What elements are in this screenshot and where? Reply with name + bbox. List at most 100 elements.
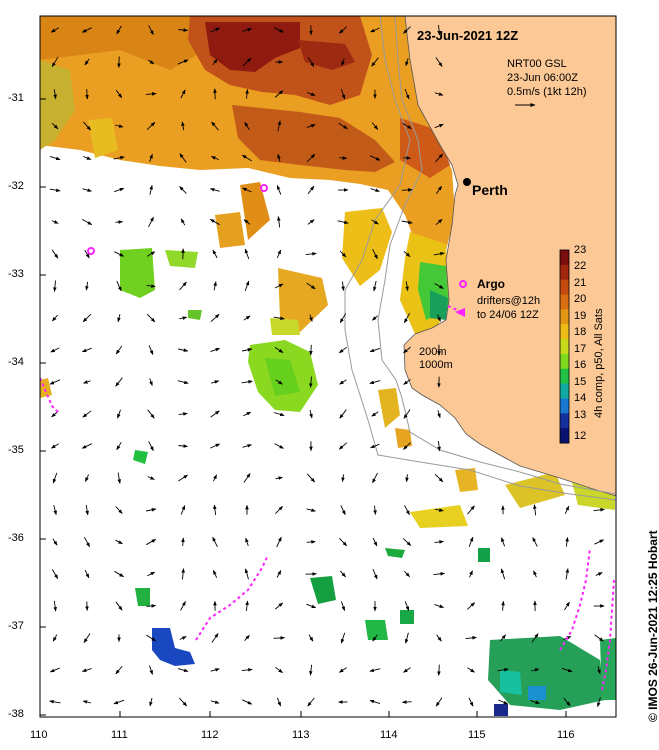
current-arrow: [244, 121, 250, 130]
current-arrow: [51, 220, 59, 224]
current-arrow: [241, 154, 252, 162]
current-arrow: [245, 89, 249, 99]
current-arrow: [532, 536, 538, 547]
current-arrow: [52, 538, 58, 546]
current-arrow: [212, 249, 218, 259]
current-arrow: [372, 248, 378, 260]
current-arrow: [371, 122, 379, 130]
current-arrow: [84, 536, 90, 548]
lon-tick-label: 116: [557, 729, 575, 741]
current-arrow: [339, 313, 347, 324]
current-arrow: [371, 219, 379, 225]
colorbar-segment: [560, 250, 569, 266]
current-arrow: [212, 58, 218, 66]
current-arrow: [498, 699, 509, 705]
current-arrow: [115, 220, 124, 224]
current-arrow: [146, 121, 156, 131]
current-arrow: [146, 634, 157, 642]
current-arrow: [212, 474, 218, 482]
current-arrow: [178, 444, 188, 448]
current-arrow: [116, 280, 122, 292]
current-arrow: [149, 665, 153, 675]
colorbar-segment: [560, 398, 569, 414]
current-arrow: [437, 410, 441, 419]
current-arrow: [434, 604, 445, 608]
current-arrow: [210, 443, 221, 449]
current-arrow: [401, 188, 413, 192]
current-arrow: [146, 251, 156, 257]
current-arrow: [244, 634, 250, 642]
colorbar-tick: 23: [574, 244, 587, 256]
current-arrow: [338, 346, 347, 354]
current-arrow: [146, 508, 157, 512]
current-arrow: [179, 316, 188, 320]
current-arrow: [564, 505, 570, 514]
current-arrow: [339, 156, 348, 160]
current-arrow: [178, 348, 189, 352]
current-arrow: [277, 120, 282, 132]
current-arrow: [180, 505, 186, 515]
current-arrow: [436, 634, 442, 642]
current-arrow: [242, 187, 252, 193]
current-arrow: [307, 219, 315, 225]
current-arrow: [467, 505, 475, 515]
current-arrow: [146, 538, 157, 546]
current-arrow: [149, 697, 153, 707]
current-arrow: [434, 153, 444, 163]
current-arrow: [437, 441, 441, 452]
current-arrow: [309, 314, 313, 322]
axis-ticks: [39, 98, 567, 717]
current-arrow: [594, 539, 605, 545]
lat-tick-label: -33: [8, 268, 24, 280]
current-arrow: [369, 380, 381, 385]
current-arrow: [114, 124, 124, 128]
argo-label: Argo: [477, 277, 505, 291]
current-arrow: [276, 249, 282, 259]
current-arrow: [146, 284, 156, 288]
current-arrow: [433, 572, 445, 576]
colorbar-segment: [560, 339, 569, 355]
current-arrow: [469, 570, 473, 578]
current-arrow: [373, 280, 377, 292]
current-arrow: [500, 537, 506, 547]
current-arrow: [275, 666, 283, 674]
current-arrow: [242, 57, 252, 67]
current-arrow: [435, 697, 443, 707]
current-arrow: [275, 505, 283, 515]
current-arrow: [597, 697, 601, 708]
current-arrow: [51, 569, 59, 579]
current-arrow: [147, 59, 155, 65]
current-arrow: [181, 568, 185, 580]
current-arrow: [371, 315, 378, 321]
colorbar-tick: 16: [574, 359, 587, 371]
current-arrow: [402, 538, 412, 546]
current-arrow: [404, 88, 410, 100]
current-arrow: [404, 505, 410, 516]
current-arrow: [370, 188, 380, 192]
current-arrow: [339, 409, 347, 419]
colorbar-tick: 18: [574, 326, 587, 338]
current-arrow: [113, 155, 125, 160]
current-arrow: [49, 155, 61, 161]
current-arrow: [148, 345, 154, 356]
current-arrow: [276, 570, 282, 578]
current-arrow: [117, 472, 122, 484]
colorbar-segment: [560, 413, 569, 429]
current-arrow: [83, 121, 91, 131]
drifters-label-2: to 24/06 12Z: [477, 309, 539, 321]
current-arrow: [210, 700, 220, 704]
current-arrow: [147, 476, 155, 480]
current-arrow: [178, 28, 189, 32]
current-arrow: [179, 636, 187, 640]
current-arrow: [306, 473, 316, 483]
colorbar-segment: [560, 279, 569, 296]
current-arrow: [371, 411, 379, 417]
map-title: 23-Jun-2021 12Z: [417, 28, 519, 43]
colorbar-segment: [560, 368, 569, 385]
current-arrow: [275, 379, 283, 385]
current-arrow: [565, 568, 570, 580]
current-arrow: [178, 412, 188, 416]
current-arrow: [115, 377, 123, 387]
current-arrow: [309, 344, 313, 356]
current-arrow: [466, 602, 476, 610]
